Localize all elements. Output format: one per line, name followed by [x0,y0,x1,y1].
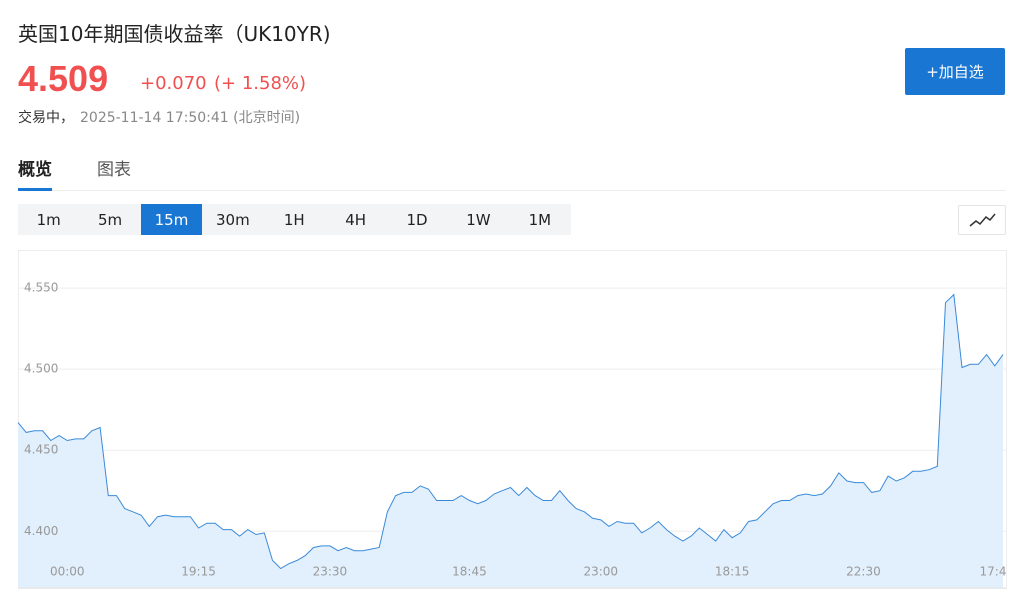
x-tick-label: 19:15 [181,565,216,579]
status: 交易中， [18,110,74,126]
x-tick-label: 17:4 [980,565,1007,579]
chart-type-button[interactable] [958,205,1006,235]
period-button[interactable]: 15m [140,204,203,235]
period-button[interactable]: 4H [345,210,367,229]
icon [969,213,996,227]
add-button[interactable]: +加自选 [905,48,1005,95]
price: 4.509 [18,58,109,99]
y-tick-label: 4.550 [24,281,58,295]
title: 英国10年期国债收益率（UK10YR) [18,22,331,46]
period-button[interactable]: 1D [406,210,428,229]
period-bar: 1m 5m 15m 30m 1H 4H 1D 1W 1M [18,204,571,235]
x-tick-label: 23:00 [583,565,618,579]
tab[interactable]: 概览 [18,155,52,191]
y-tick-label: 4.500 [24,362,58,376]
period-button[interactable]: 30m [216,210,250,229]
period-button[interactable]: 1m [36,210,61,229]
period-button[interactable]: 1H [283,210,305,229]
x-tick-label: 00:00 [50,565,85,579]
x-tick-label: 18:15 [715,565,750,579]
x-tick-label: 18:45 [452,565,487,579]
line [17,293,1004,570]
tab[interactable]: 图表 [97,160,131,180]
period-button[interactable]: 1M [528,210,552,229]
tabs: 概览 图表 [18,155,1006,191]
period-button[interactable]: 5m [98,210,123,229]
x-tick-label: 23:30 [313,565,348,579]
period-button[interactable]: 1W [466,210,491,229]
time: 2025-11-14 17:50:41 (北京时间) [80,110,301,126]
change: +0.070 [140,73,207,94]
y-tick-label: 4.450 [24,443,58,457]
area [18,294,1003,588]
change-pct: (+ 1.58%) [214,73,307,94]
y-tick-label: 4.400 [24,524,58,538]
x-tick-label: 22:30 [846,565,881,579]
